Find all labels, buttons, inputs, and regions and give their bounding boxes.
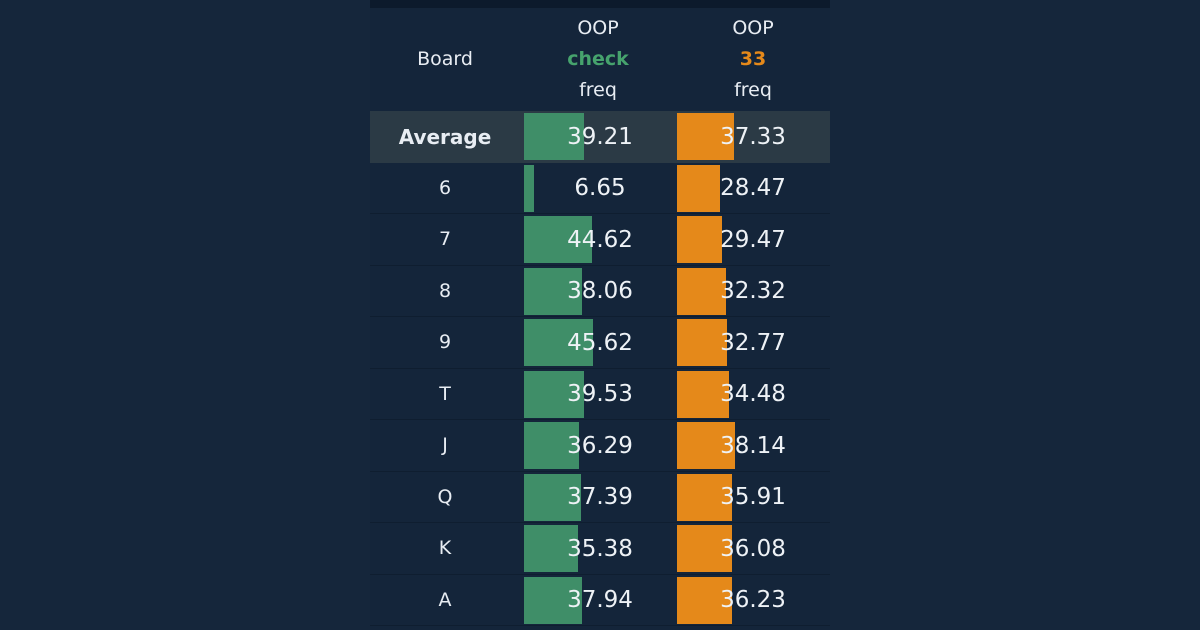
average-row[interactable]: Average 39.21 37.33 <box>370 111 830 163</box>
check-cell: 35.38 <box>524 525 676 572</box>
board-label: 7 <box>438 228 452 251</box>
average-check-value: 39.21 <box>567 123 633 150</box>
board-label: T <box>439 382 451 405</box>
header-bet-action: 33 <box>739 48 767 70</box>
bet-bar <box>677 576 733 624</box>
bet-cell: 38.14 <box>677 422 829 469</box>
bet-cell: 34.48 <box>677 370 829 418</box>
bet-cell: 28.47 <box>677 164 829 212</box>
average-label: Average <box>398 124 492 149</box>
board-row[interactable]: 9 45.62 32.77 <box>370 317 830 369</box>
board-row[interactable]: 7 44.62 29.47 <box>370 214 830 266</box>
bet-cell: 32.77 <box>677 319 829 366</box>
bet-bar <box>677 319 727 366</box>
header-check-column[interactable]: OOP check freq <box>522 8 674 116</box>
board-label: J <box>442 434 448 457</box>
table-header: Board OOP check freq OOP 33 freq <box>370 8 830 111</box>
check-value: 36.29 <box>567 432 633 459</box>
check-bar <box>524 267 582 315</box>
board-row[interactable]: 8 38.06 32.32 <box>370 266 830 317</box>
bet-cell: 29.47 <box>677 216 829 263</box>
bet-value: 36.08 <box>720 535 786 562</box>
board-label: 6 <box>438 176 452 199</box>
check-cell: 37.94 <box>524 576 676 624</box>
header-board[interactable]: Board <box>417 48 473 70</box>
bet-value: 32.32 <box>720 278 786 304</box>
header-bet-column[interactable]: OOP 33 freq <box>676 8 830 116</box>
header-check-action: check <box>567 48 629 70</box>
board-frequency-panel: Board OOP check freq OOP 33 freq Average… <box>370 0 830 630</box>
check-value: 37.39 <box>567 484 633 510</box>
check-bar <box>524 525 578 572</box>
check-cell: 39.53 <box>524 370 676 418</box>
check-bar <box>524 216 592 263</box>
bet-bar <box>677 422 735 469</box>
bet-value: 34.48 <box>720 381 786 407</box>
bet-value: 32.77 <box>720 329 786 356</box>
board-row[interactable]: J 36.29 38.14 <box>370 420 830 472</box>
board-label: 9 <box>438 331 452 354</box>
board-label: A <box>438 588 452 611</box>
average-bet-bar <box>677 113 734 160</box>
check-bar <box>524 370 585 418</box>
header-bet-player: OOP <box>732 17 774 39</box>
check-value: 44.62 <box>567 226 633 253</box>
check-cell: 38.06 <box>524 267 676 315</box>
check-bar <box>524 473 581 521</box>
check-bar <box>524 164 535 212</box>
average-bet-cell: 37.33 <box>677 113 829 160</box>
bet-value: 35.91 <box>720 484 786 510</box>
average-bet-value: 37.33 <box>720 123 786 150</box>
check-value: 35.38 <box>567 535 633 562</box>
bet-cell: 36.23 <box>677 576 829 624</box>
bet-bar <box>677 473 732 521</box>
bet-value: 36.23 <box>720 587 786 613</box>
board-row[interactable]: 6 6.65 28.47 <box>370 163 830 214</box>
check-value: 6.65 <box>574 175 626 201</box>
board-row[interactable]: K 35.38 36.08 <box>370 523 830 575</box>
board-label: K <box>438 537 452 560</box>
bet-bar <box>677 525 732 572</box>
check-cell: 6.65 <box>524 164 676 212</box>
bet-cell: 36.08 <box>677 525 829 572</box>
check-cell: 36.29 <box>524 422 676 469</box>
top-bar <box>370 0 830 8</box>
check-bar <box>524 319 594 366</box>
bet-value: 28.47 <box>720 175 786 201</box>
check-bar <box>524 576 582 624</box>
average-check-bar <box>524 113 584 160</box>
check-value: 38.06 <box>567 278 633 304</box>
bet-bar <box>677 164 721 212</box>
board-row[interactable]: A 37.94 36.23 <box>370 575 830 626</box>
bet-bar <box>677 267 727 315</box>
bet-bar <box>677 370 730 418</box>
bet-value: 29.47 <box>720 226 786 253</box>
header-bet-metric: freq <box>734 79 772 101</box>
header-check-player: OOP <box>577 17 619 39</box>
header-check-metric: freq <box>579 79 617 101</box>
check-value: 39.53 <box>567 381 633 407</box>
average-check-cell: 39.21 <box>524 113 676 160</box>
board-label: 8 <box>438 279 452 302</box>
check-bar <box>524 422 580 469</box>
check-value: 45.62 <box>567 329 633 356</box>
bet-cell: 35.91 <box>677 473 829 521</box>
bet-value: 38.14 <box>720 432 786 459</box>
check-cell: 37.39 <box>524 473 676 521</box>
board-row[interactable]: T 39.53 34.48 <box>370 369 830 420</box>
check-cell: 45.62 <box>524 319 676 366</box>
bet-bar <box>677 216 722 263</box>
table-body: Average 39.21 37.33 6 6.65 28.47 7 44.62 29.4… <box>370 111 830 626</box>
check-cell: 44.62 <box>524 216 676 263</box>
check-value: 37.94 <box>567 587 633 613</box>
bet-cell: 32.32 <box>677 267 829 315</box>
board-row[interactable]: Q 37.39 35.91 <box>370 472 830 523</box>
board-label: Q <box>437 485 453 508</box>
